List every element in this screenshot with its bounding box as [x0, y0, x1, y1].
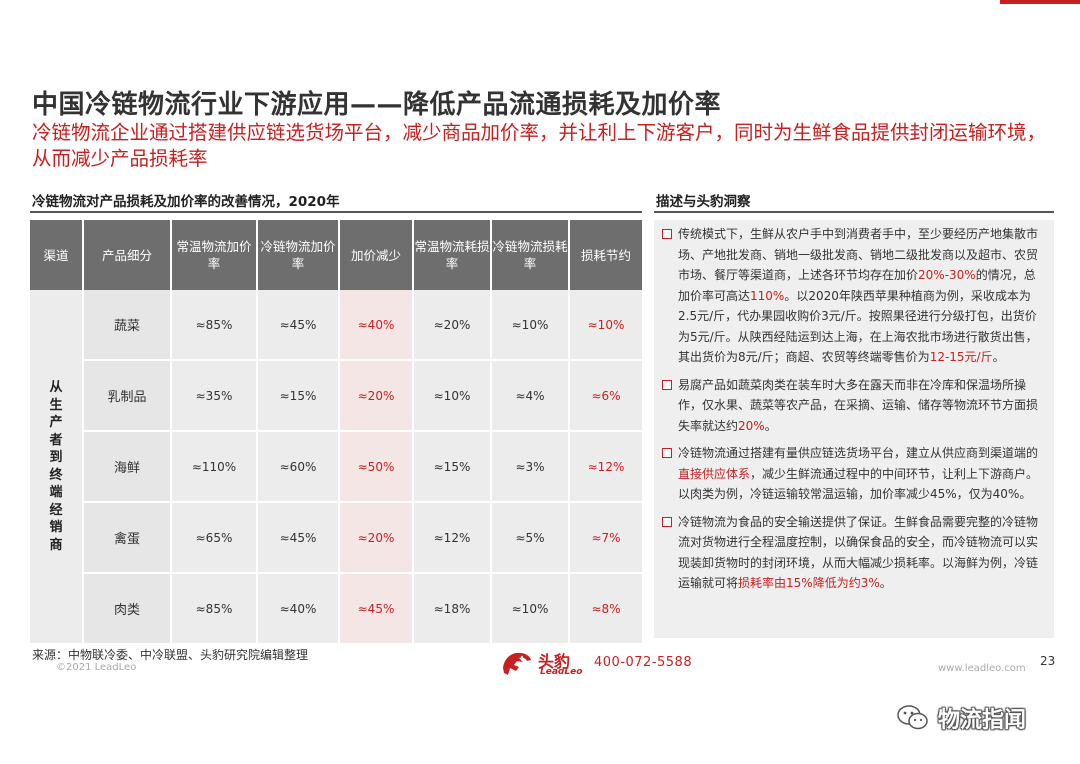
header-cell: 常温物流耗损率	[414, 220, 492, 290]
value-cell: ≈4%	[492, 361, 570, 432]
improvement-table: 渠道 产品细分 常温物流加价率 冷链物流加价率 加价减少 常温物流耗损率 冷链物…	[30, 220, 642, 645]
table-row: 从生产者到终端经销商 蔬菜 ≈85% ≈45% ≈40% ≈20% ≈10% ≈…	[30, 290, 642, 645]
logo-chinese-text: 头豹	[538, 652, 571, 671]
value-cell: ≈5%	[492, 503, 570, 574]
value-cell: ≈3%	[492, 432, 570, 503]
copyright: ©2021 LeadLeo	[56, 662, 137, 673]
header-cell: 冷链物流加价率	[258, 220, 340, 290]
insight-item: 冷链物流通过搭建有量供应链选货场平台，建立从供应商到渠道端的直接供应体系，减少生…	[662, 443, 1044, 505]
table-header-row: 渠道 产品细分 常温物流加价率 冷链物流加价率 加价减少 常温物流耗损率 冷链物…	[30, 220, 642, 290]
header-cell: 冷链物流损耗率	[492, 220, 570, 290]
page-subtitle: 冷链物流企业通过搭建供应链选货场平台，减少商品加价率，并让利上下游客户，同时为生…	[32, 121, 1047, 170]
value-cell: ≈10%	[414, 361, 492, 432]
header-cell: 加价减少	[340, 220, 414, 290]
insight-section-heading: 描述与头豹洞察	[656, 194, 751, 210]
highlight-text: 直接供应体系	[678, 466, 751, 481]
category-cell: 乳制品	[84, 361, 172, 432]
markup-reduction-cell: ≈40%	[340, 290, 414, 361]
loss-saving-cell: ≈12%	[570, 432, 642, 503]
left-divider	[30, 211, 642, 213]
value-cell: ≈60%	[258, 432, 340, 503]
loss-saving-cell: ≈6%	[570, 361, 642, 432]
right-divider	[654, 211, 1054, 213]
loss-saving-cell: ≈7%	[570, 503, 642, 574]
value-cell: ≈45%	[258, 503, 340, 574]
loss-saving-cell: ≈10%	[570, 290, 642, 361]
value-cell: ≈110%	[172, 432, 258, 503]
leopard-logo-icon	[503, 652, 531, 675]
top-accent-bar	[1000, 0, 1080, 4]
source-note: 来源：中物联冷委、中冷联盟、头豹研究院编辑整理	[32, 648, 309, 662]
value-cell: ≈35%	[172, 361, 258, 432]
checkbox-bullet-icon	[662, 448, 672, 458]
channel-label: 从生产者到终端经销商	[49, 380, 63, 553]
markup-reduction-cell: ≈20%	[340, 361, 414, 432]
highlight-text: 损耗率由15%降低为约3%	[738, 576, 880, 590]
channel-cell: 从生产者到终端经销商	[30, 290, 84, 645]
markup-reduction-cell: ≈20%	[340, 503, 414, 574]
leadleo-logo: 头豹 LeadLeo	[500, 646, 590, 680]
value-cell: ≈18%	[414, 574, 492, 645]
insight-item: 易腐产品如蔬菜肉类在装车时大多在露天而非在冷库和保温场所操作，仅水果、蔬菜等农产…	[662, 375, 1044, 437]
category-cell: 肉类	[84, 574, 172, 645]
value-cell: ≈40%	[258, 574, 340, 645]
category-cell: 蔬菜	[84, 290, 172, 361]
wechat-icon	[897, 705, 928, 730]
table-row: 肉类 ≈85% ≈40% ≈45% ≈18% ≈10% ≈8%	[30, 574, 642, 645]
insight-panel: 传统模式下，生鲜从农户手中到消费者手中，至少要经历产地集散市场、产地批发商、销地…	[654, 220, 1054, 638]
value-cell: ≈20%	[414, 290, 492, 361]
insight-item: 传统模式下，生鲜从农户手中到消费者手中，至少要经历产地集散市场、产地批发商、销地…	[662, 224, 1044, 368]
markup-reduction-cell: ≈45%	[340, 574, 414, 645]
highlight-text: 20%-30%	[918, 268, 976, 282]
table-row: 海鲜 ≈110% ≈60% ≈50% ≈15% ≈3% ≈12%	[30, 432, 642, 503]
header-cell: 常温物流加价率	[172, 220, 258, 290]
category-cell: 海鲜	[84, 432, 172, 503]
value-cell: ≈45%	[258, 290, 340, 361]
header-cell: 产品细分	[84, 220, 172, 290]
value-cell: ≈10%	[492, 290, 570, 361]
value-cell: ≈65%	[172, 503, 258, 574]
value-cell: ≈10%	[492, 574, 570, 645]
table-section-heading: 冷链物流对产品损耗及加价率的改善情况，2020年	[32, 194, 340, 210]
page-number: 23	[1040, 654, 1056, 668]
checkbox-bullet-icon	[662, 516, 672, 527]
category-cell: 禽蛋	[84, 503, 172, 574]
page-title: 中国冷链物流行业下游应用——降低产品流通损耗及加价率	[32, 90, 722, 120]
checkbox-bullet-icon	[662, 379, 672, 390]
checkbox-bullet-icon	[662, 229, 672, 239]
table-row: 乳制品 ≈35% ≈15% ≈20% ≈10% ≈4% ≈6%	[30, 361, 642, 432]
highlight-text: 12-15元/斤	[929, 350, 993, 364]
watermark-text: 物流指闻	[938, 708, 1027, 733]
website-link[interactable]: www.leadleo.com	[938, 663, 1026, 674]
value-cell: ≈15%	[414, 432, 492, 503]
table-row: 禽蛋 ≈65% ≈45% ≈20% ≈12% ≈5% ≈7%	[30, 503, 642, 574]
value-cell: ≈12%	[414, 503, 492, 574]
loss-saving-cell: ≈8%	[570, 574, 642, 645]
header-cell: 渠道	[30, 220, 84, 290]
insight-item: 冷链物流为食品的安全输送提供了保证。生鲜食品需要完整的冷链物流对货物进行全程温度…	[662, 512, 1044, 594]
markup-reduction-cell: ≈50%	[340, 432, 414, 503]
value-cell: ≈15%	[258, 361, 340, 432]
highlight-text: 20%	[738, 418, 765, 433]
logo-english-text: LeadLeo	[540, 667, 583, 677]
header-cell: 损耗节约	[570, 220, 642, 290]
highlight-text: 110%	[750, 288, 785, 303]
value-cell: ≈85%	[172, 574, 258, 645]
value-cell: ≈85%	[172, 290, 258, 361]
phone-number: 400-072-5588	[594, 655, 693, 670]
